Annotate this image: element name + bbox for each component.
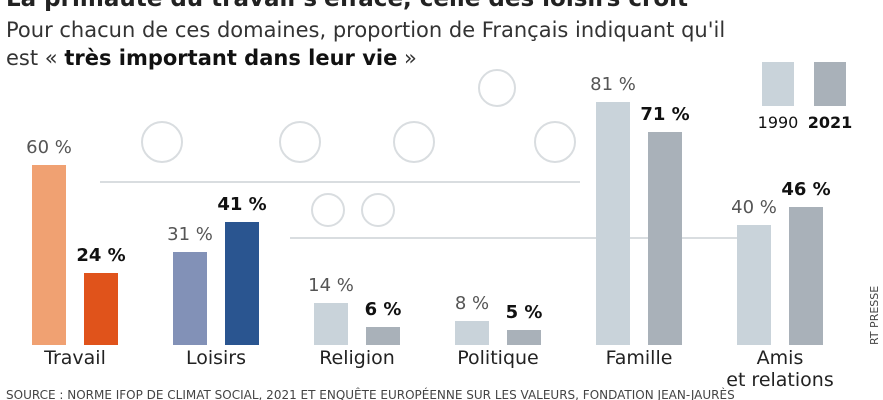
x-tick-label: Travail — [44, 347, 106, 369]
value-label: 60 % — [26, 137, 72, 158]
bar — [596, 102, 630, 345]
bar — [455, 321, 489, 345]
bar — [737, 225, 771, 345]
legend-label: 2021 — [808, 113, 853, 132]
x-tick-label: Religion — [319, 347, 395, 369]
value-label: 46 % — [781, 179, 830, 200]
value-label: 40 % — [731, 197, 777, 218]
value-label: 71 % — [640, 104, 689, 125]
bar — [507, 330, 541, 345]
x-tick-label: Famille — [605, 347, 673, 369]
bar — [84, 273, 118, 345]
bar — [314, 303, 348, 345]
bar — [225, 222, 259, 345]
bar — [173, 252, 207, 345]
subtitle-emphasis: très important dans leur vie — [64, 46, 398, 70]
x-tick-label: Politique — [457, 347, 539, 369]
value-label: 6 % — [365, 299, 402, 320]
value-label: 81 % — [590, 74, 636, 95]
legend-swatch — [762, 62, 794, 106]
value-label: 14 % — [308, 275, 354, 296]
credit: RT PRESSE — [868, 285, 881, 345]
value-label: 41 % — [217, 194, 266, 215]
value-label: 31 % — [167, 224, 213, 245]
source: SOURCE : NORME IFOP DE CLIMAT SOCIAL, 20… — [6, 388, 735, 400]
subtitle-end: » — [404, 46, 417, 70]
value-label: 5 % — [506, 302, 543, 323]
bar — [32, 165, 66, 345]
bar — [648, 132, 682, 345]
bar — [366, 327, 400, 345]
legend-label: 1990 — [758, 113, 799, 132]
decoration — [100, 69, 740, 239]
x-tick-label: Loisirs — [185, 347, 247, 369]
subtitle-text: Pour chacun de ces domaines, proportion … — [6, 18, 726, 70]
bar — [789, 207, 823, 345]
value-label: 24 % — [76, 245, 125, 266]
chart-title: La primauté du travail s'efface, celle d… — [6, 0, 688, 12]
legend-swatch — [814, 62, 846, 106]
subtitle: Pour chacun de ces domaines, proportion … — [6, 16, 726, 72]
value-label: 8 % — [455, 293, 489, 314]
x-tick-label: Amis et relations — [726, 347, 834, 391]
